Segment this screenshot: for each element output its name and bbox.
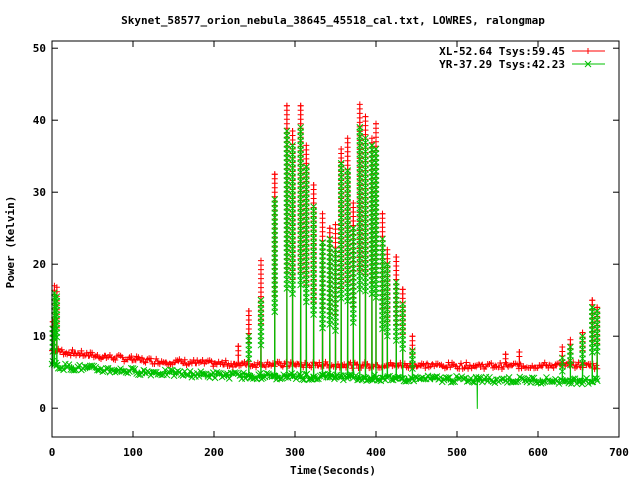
- series-layer: [48, 101, 601, 409]
- spike-point: [502, 351, 509, 362]
- spike-point: [326, 235, 334, 328]
- legend-swatch-marker: [584, 60, 592, 68]
- x-tick-label: 500: [447, 446, 467, 459]
- axis-ticks: 0 100 200 300 400 500 600 700 0 10 20 30 40 50: [33, 41, 629, 459]
- y-tick-label: 30: [33, 186, 46, 199]
- y-tick-label: 10: [33, 330, 46, 343]
- x-tick-label: 100: [123, 446, 143, 459]
- x-tick-label: 300: [285, 446, 305, 459]
- spike-point: [297, 124, 305, 289]
- spike-point: [558, 354, 566, 375]
- series-markers: [49, 102, 601, 373]
- spike-point: [588, 304, 596, 356]
- spike-point: [567, 343, 574, 369]
- spike-point: [337, 160, 345, 302]
- spike-point: [349, 224, 357, 327]
- x-tick-label: 400: [366, 446, 386, 459]
- y-tick-label: 0: [39, 402, 46, 415]
- spike-point: [372, 145, 380, 301]
- legend-label: XL-52.64 Tsys:59.45: [439, 45, 565, 58]
- series-line: [52, 104, 599, 371]
- spike-point: [332, 246, 339, 335]
- chart-title: Skynet_58577_orion_nebula_38645_45518_ca…: [121, 14, 545, 27]
- x-tick-label: 600: [528, 446, 548, 459]
- spike-point: [310, 203, 317, 318]
- plot-frame: [51, 40, 620, 438]
- y-tick-label: 40: [33, 114, 46, 127]
- spike-point: [245, 332, 253, 363]
- x-tick-label: 700: [609, 446, 629, 459]
- spike-point: [302, 163, 310, 306]
- y-tick-label: 50: [33, 42, 46, 55]
- spike-point: [579, 332, 586, 367]
- x-tick-label: 0: [49, 446, 56, 459]
- series-0: [49, 101, 601, 373]
- spike-point: [383, 260, 391, 340]
- y-axis-label: Power (Kelvin): [4, 196, 17, 289]
- legend-swatch-marker: [585, 48, 591, 54]
- spike-point: [51, 289, 58, 342]
- spike-point: [593, 307, 601, 355]
- spike-point: [399, 300, 407, 353]
- spike-point: [392, 278, 400, 345]
- spike-point: [344, 167, 352, 305]
- series-markers: [48, 124, 601, 388]
- y-tick-label: 20: [33, 258, 46, 271]
- spike-point: [283, 127, 291, 292]
- x-axis-label: Time(Seconds): [290, 464, 376, 477]
- spike-point: [409, 347, 416, 372]
- spike-point: [49, 325, 57, 355]
- series-1: [48, 124, 601, 409]
- spike-point: [235, 343, 242, 359]
- spike-point: [356, 124, 364, 293]
- spike-point: [319, 239, 326, 332]
- spike-point: [559, 344, 566, 359]
- spike-point: [379, 235, 386, 333]
- spike-point: [271, 196, 279, 316]
- spike-point: [368, 142, 376, 298]
- x-tick-label: 200: [204, 446, 224, 459]
- spike-point: [257, 296, 265, 349]
- legend-label: YR-37.29 Tsys:42.23: [439, 58, 565, 71]
- spike-point: [362, 134, 369, 295]
- spike-point: [289, 142, 296, 298]
- spike-point: [516, 349, 523, 360]
- spike-point: [53, 293, 61, 341]
